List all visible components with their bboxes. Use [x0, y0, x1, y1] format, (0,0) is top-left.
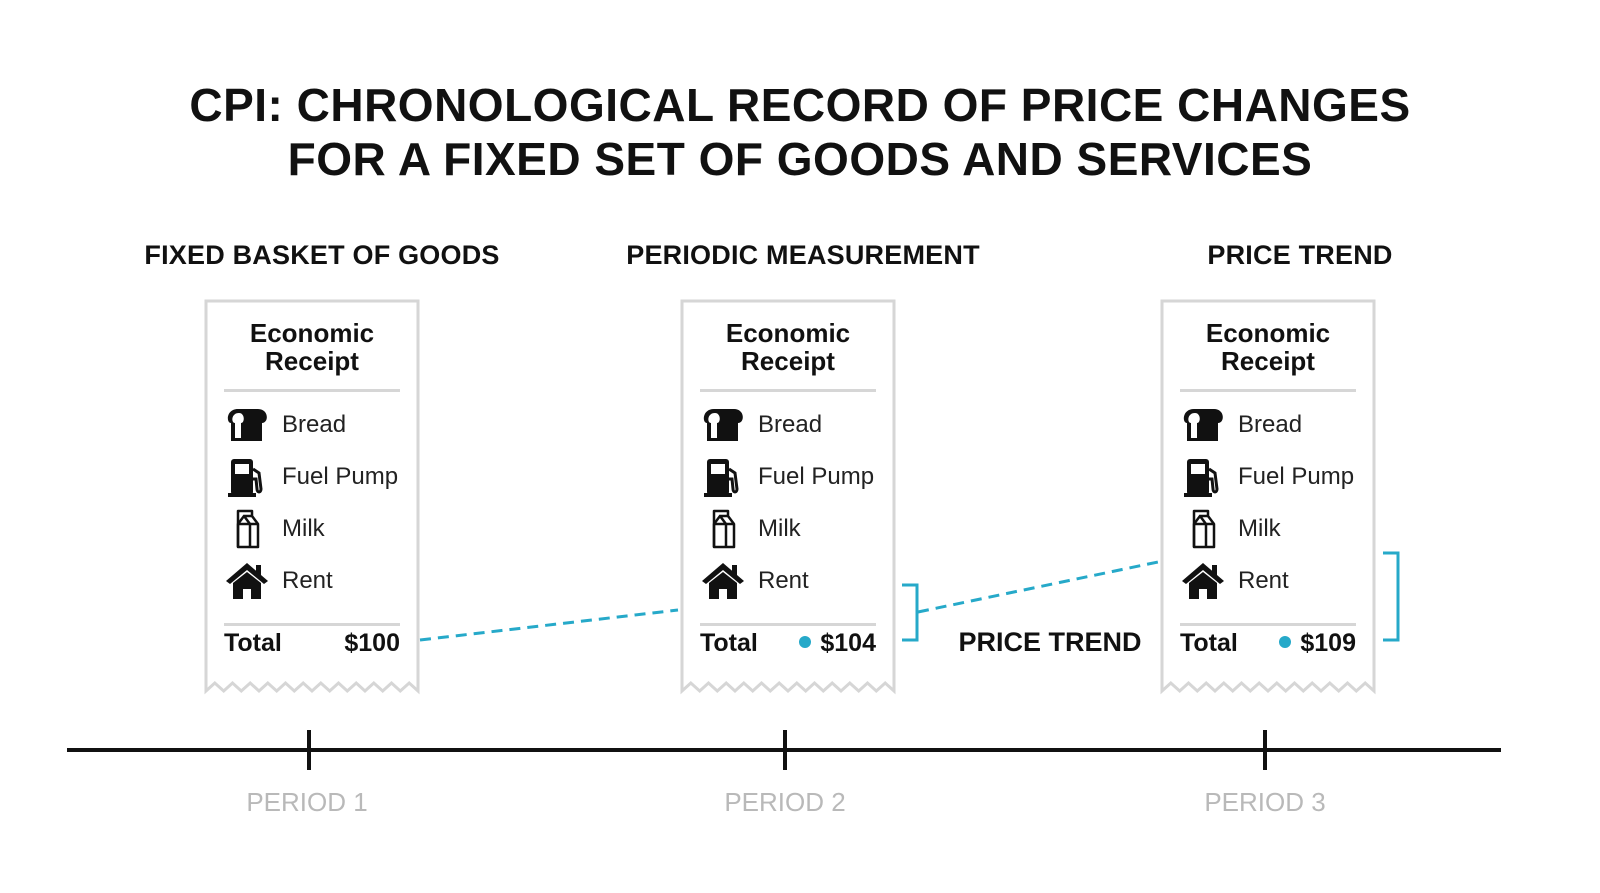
receipt-item-label: Fuel Pump	[1238, 463, 1355, 490]
receipt-title: Economic Receipt	[1160, 319, 1376, 375]
receipt-period-2: Economic Receipt Bread Fuel Pump Milk Rent Tot…	[680, 299, 896, 711]
receipt-item: Rent	[224, 559, 404, 603]
receipt-divider	[700, 389, 876, 392]
receipt-item-label: Fuel Pump	[758, 463, 875, 490]
period-label-3: PERIOD 3	[1204, 787, 1326, 817]
receipt-item: Fuel Pump	[224, 455, 404, 499]
receipt-item-label: Milk	[758, 515, 801, 542]
receipt-item-label: Bread	[282, 411, 347, 438]
receipt-item: Bread	[700, 403, 880, 447]
receipt-item-label: Bread	[758, 411, 823, 438]
timeline-tick-period-2	[783, 730, 787, 770]
receipt-item-label: Rent	[1238, 567, 1289, 594]
receipt-total-label: Total	[700, 629, 758, 657]
receipt-title-line-2: Receipt	[741, 346, 835, 376]
bracket-period-3	[1383, 551, 1400, 642]
house-icon	[224, 559, 270, 603]
receipt-divider	[1180, 623, 1356, 626]
price-marker-dot	[1279, 636, 1292, 648]
bread-icon	[700, 403, 746, 447]
bread-icon	[1180, 403, 1226, 447]
price-marker-dot	[799, 636, 812, 648]
receipt-item: Bread	[224, 403, 404, 447]
receipt-total-amount: $104	[820, 629, 876, 657]
receipt-total-label: Total	[1180, 629, 1238, 657]
receipt-divider	[224, 389, 400, 392]
receipt-title-line-1: Economic	[249, 318, 375, 348]
fuel-pump-icon	[224, 455, 270, 499]
page-title-line-2: FOR A FIXED SET OF GOODS AND SERVICES	[287, 133, 1313, 185]
receipt-item: Bread	[1180, 403, 1360, 447]
receipt-item: Rent	[700, 559, 880, 603]
receipt-item: Fuel Pump	[700, 455, 880, 499]
milk-carton-icon	[224, 507, 270, 551]
receipt-divider	[700, 623, 876, 626]
period-label-1: PERIOD 1	[246, 787, 368, 817]
trend-line-1-to-2	[419, 608, 679, 642]
receipt-item-label: Milk	[1238, 515, 1281, 542]
page-title-line-1: CPI: CHRONOLOGICAL RECORD OF PRICE CHANG…	[189, 79, 1411, 131]
bracket-period-2	[902, 583, 919, 642]
house-icon	[700, 559, 746, 603]
receipt-item-label: Fuel Pump	[282, 463, 399, 490]
section-heading-periodic-measurement: PERIODIC MEASUREMENT	[626, 240, 980, 270]
receipt-item-label: Milk	[282, 515, 325, 542]
fuel-pump-icon	[1180, 455, 1226, 499]
receipt-total-amount: $109	[1300, 629, 1356, 657]
milk-carton-icon	[700, 507, 746, 551]
timeline-tick-period-3	[1263, 730, 1267, 770]
receipt-total-value: $100	[344, 628, 400, 658]
receipt-total-label: Total	[224, 629, 282, 657]
milk-carton-icon	[1180, 507, 1226, 551]
receipt-divider	[224, 623, 400, 626]
receipt-total-value: $109	[1279, 628, 1356, 658]
receipt-item: Milk	[224, 507, 404, 551]
receipt-item: Fuel Pump	[1180, 455, 1360, 499]
trend-line-2-to-3	[917, 560, 1159, 614]
receipt-title-line-1: Economic	[725, 318, 851, 348]
house-icon	[1180, 559, 1226, 603]
receipt-period-3: Economic Receipt Bread Fuel Pump Milk Rent Tot…	[1160, 299, 1376, 711]
receipt-period-1: Economic Receipt Bread Fuel Pump Milk Rent Tot…	[204, 299, 420, 711]
receipt-title-line-1: Economic	[1205, 318, 1331, 348]
receipt-item: Milk	[1180, 507, 1360, 551]
section-heading-fixed-basket: FIXED BASKET OF GOODS	[144, 240, 500, 270]
receipt-total-amount: $100	[344, 629, 400, 657]
receipt-title-line-2: Receipt	[1221, 346, 1315, 376]
receipt-item: Rent	[1180, 559, 1360, 603]
receipt-title-line-2: Receipt	[265, 346, 359, 376]
section-heading-price-trend: PRICE TREND	[1207, 240, 1393, 270]
receipt-title: Economic Receipt	[680, 319, 896, 375]
price-trend-label: PRICE TREND	[958, 627, 1142, 657]
receipt-item-label: Bread	[1238, 411, 1303, 438]
receipt-title: Economic Receipt	[204, 319, 420, 375]
receipt-item: Milk	[700, 507, 880, 551]
receipt-divider	[1180, 389, 1356, 392]
timeline-tick-period-1	[307, 730, 311, 770]
page-title: CPI: CHRONOLOGICAL RECORD OF PRICE CHANG…	[0, 78, 1600, 186]
fuel-pump-icon	[700, 455, 746, 499]
receipt-item-label: Rent	[282, 567, 333, 594]
receipt-total-value: $104	[799, 628, 876, 658]
receipt-item-label: Rent	[758, 567, 809, 594]
period-label-2: PERIOD 2	[724, 787, 846, 817]
bread-icon	[224, 403, 270, 447]
